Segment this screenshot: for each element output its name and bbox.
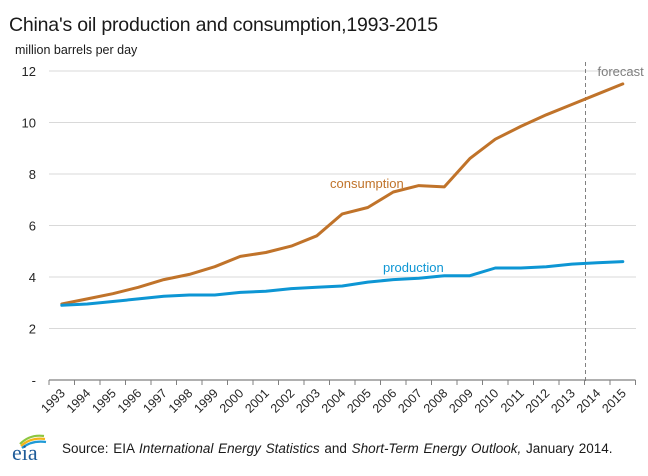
source-prefix: Source: EIA — [62, 441, 140, 456]
y-tick-label-12: 12 — [22, 64, 36, 79]
series-lines — [60, 82, 625, 307]
chart-title: China's oil production and consumption,1… — [9, 14, 438, 36]
y-tick-label-10: 10 — [22, 116, 36, 131]
y-tick-label-2: 2 — [29, 322, 36, 337]
x-tick-label-2001: 2001 — [242, 386, 272, 416]
y-tick-label-4: 4 — [29, 270, 36, 285]
x-tick-label-1995: 1995 — [89, 386, 119, 416]
annotations: consumption production — [330, 176, 444, 275]
eia-logo-text: eia — [12, 440, 38, 462]
x-tick-label-2012: 2012 — [523, 386, 553, 416]
source-suffix: January 2014. — [521, 441, 613, 456]
x-tick-label-2003: 2003 — [293, 386, 323, 416]
x-axis-tick-labels: 1993199419951996199719981999200020012002… — [38, 386, 629, 416]
footer: eia Source: EIA International Energy Sta… — [10, 432, 648, 462]
forecast-label: forecast — [598, 64, 645, 79]
forecast-marker: forecast — [585, 62, 645, 383]
y-tick-label-8: 8 — [29, 167, 36, 182]
x-tick-label-2011: 2011 — [498, 386, 527, 415]
source-note: Source: EIA International Energy Statist… — [62, 441, 613, 456]
y-tick-label-0: - — [32, 373, 36, 388]
x-tick-label-1997: 1997 — [140, 386, 170, 416]
x-tick-label-1999: 1999 — [191, 386, 221, 416]
x-tick-label-1996: 1996 — [115, 386, 145, 416]
x-tick-label-1993: 1993 — [38, 386, 68, 416]
x-tick-label-1998: 1998 — [166, 386, 196, 416]
production-line — [60, 260, 625, 307]
y-tick-label-6: 6 — [29, 219, 36, 234]
x-tick-label-2007: 2007 — [395, 386, 425, 416]
x-tick-label-2015: 2015 — [599, 386, 629, 416]
x-tick-label-2010: 2010 — [472, 386, 502, 416]
x-tick-label-2009: 2009 — [446, 386, 476, 416]
x-axis — [48, 379, 636, 385]
consumption-series-label: consumption — [330, 176, 404, 191]
production-series-label: production — [383, 260, 444, 275]
x-tick-label-2005: 2005 — [344, 386, 374, 416]
source-title-1: International Energy Statistics — [139, 441, 320, 456]
x-tick-label-2004: 2004 — [319, 386, 349, 416]
consumption-line — [60, 82, 625, 306]
x-tick-label-2014: 2014 — [574, 386, 604, 416]
x-tick-label-2002: 2002 — [268, 386, 298, 416]
y-axis-units-label: million barrels per day — [15, 43, 138, 57]
source-mid: and — [319, 441, 352, 456]
gridlines — [49, 70, 636, 329]
source-title-2: Short-Term Energy Outlook, — [351, 441, 522, 456]
x-tick-label-2000: 2000 — [217, 386, 247, 416]
x-tick-label-2008: 2008 — [421, 386, 451, 416]
eia-logo-icon: eia — [12, 434, 47, 462]
x-tick-label-2006: 2006 — [370, 386, 400, 416]
x-tick-label-2013: 2013 — [548, 386, 578, 416]
y-axis-tick-labels: - 2 4 6 8 10 12 — [22, 64, 36, 388]
x-tick-label-1994: 1994 — [64, 386, 94, 416]
